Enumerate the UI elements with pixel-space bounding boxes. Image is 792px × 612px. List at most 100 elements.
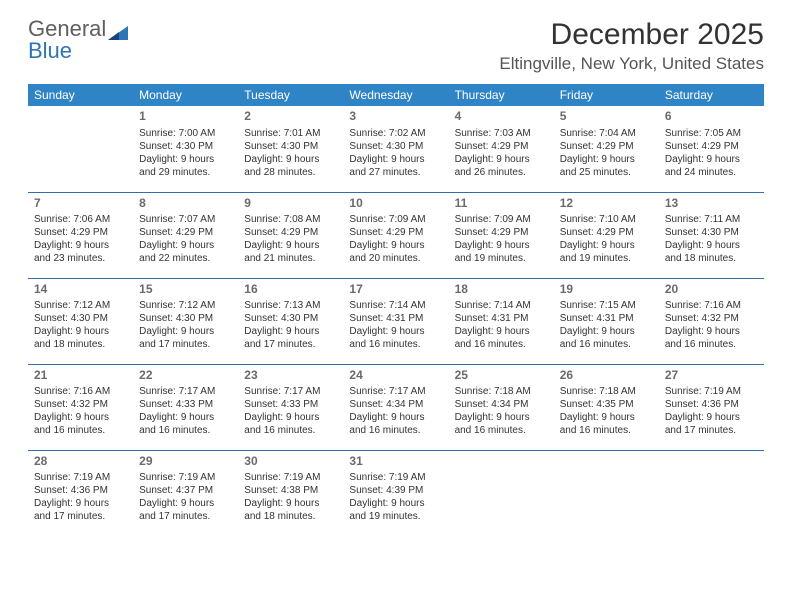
sunset-text: Sunset: 4:29 PM (455, 226, 548, 239)
sunrise-text: Sunrise: 7:19 AM (349, 471, 442, 484)
daylight-text: and 19 minutes. (455, 252, 548, 265)
calendar-cell: 8Sunrise: 7:07 AMSunset: 4:29 PMDaylight… (133, 192, 238, 278)
calendar-week-row: 1Sunrise: 7:00 AMSunset: 4:30 PMDaylight… (28, 106, 764, 192)
daylight-text: Daylight: 9 hours (244, 153, 337, 166)
sunrise-text: Sunrise: 7:03 AM (455, 127, 548, 140)
day-number: 28 (34, 454, 127, 470)
day-number: 29 (139, 454, 232, 470)
sunset-text: Sunset: 4:37 PM (139, 484, 232, 497)
daylight-text: and 18 minutes. (665, 252, 758, 265)
sunset-text: Sunset: 4:30 PM (139, 140, 232, 153)
calendar-cell: 25Sunrise: 7:18 AMSunset: 4:34 PMDayligh… (449, 364, 554, 450)
daylight-text: Daylight: 9 hours (244, 325, 337, 338)
calendar-week-row: 21Sunrise: 7:16 AMSunset: 4:32 PMDayligh… (28, 364, 764, 450)
daylight-text: and 18 minutes. (34, 338, 127, 351)
day-number: 23 (244, 368, 337, 384)
dayhead-sat: Saturday (659, 84, 764, 106)
daylight-text: and 21 minutes. (244, 252, 337, 265)
calendar-cell (449, 450, 554, 536)
sunset-text: Sunset: 4:33 PM (244, 398, 337, 411)
dayhead-wed: Wednesday (343, 84, 448, 106)
calendar-cell: 30Sunrise: 7:19 AMSunset: 4:38 PMDayligh… (238, 450, 343, 536)
daylight-text: Daylight: 9 hours (560, 153, 653, 166)
day-number: 13 (665, 196, 758, 212)
sunrise-text: Sunrise: 7:09 AM (455, 213, 548, 226)
daylight-text: and 17 minutes. (139, 510, 232, 523)
daylight-text: and 20 minutes. (349, 252, 442, 265)
sunrise-text: Sunrise: 7:09 AM (349, 213, 442, 226)
sunset-text: Sunset: 4:29 PM (349, 226, 442, 239)
daylight-text: and 16 minutes. (560, 338, 653, 351)
brand-logo: GeneralBlue (28, 18, 128, 62)
daylight-text: Daylight: 9 hours (455, 325, 548, 338)
calendar-cell: 12Sunrise: 7:10 AMSunset: 4:29 PMDayligh… (554, 192, 659, 278)
daylight-text: and 16 minutes. (139, 424, 232, 437)
calendar-cell: 10Sunrise: 7:09 AMSunset: 4:29 PMDayligh… (343, 192, 448, 278)
calendar-cell (659, 450, 764, 536)
sunrise-text: Sunrise: 7:04 AM (560, 127, 653, 140)
sunset-text: Sunset: 4:33 PM (139, 398, 232, 411)
daylight-text: Daylight: 9 hours (560, 325, 653, 338)
sunset-text: Sunset: 4:29 PM (139, 226, 232, 239)
day-number: 27 (665, 368, 758, 384)
daylight-text: Daylight: 9 hours (139, 153, 232, 166)
daylight-text: Daylight: 9 hours (560, 411, 653, 424)
sunset-text: Sunset: 4:30 PM (244, 140, 337, 153)
daylight-text: Daylight: 9 hours (560, 239, 653, 252)
day-number: 24 (349, 368, 442, 384)
calendar-cell: 7Sunrise: 7:06 AMSunset: 4:29 PMDaylight… (28, 192, 133, 278)
daylight-text: and 17 minutes. (665, 424, 758, 437)
sunset-text: Sunset: 4:35 PM (560, 398, 653, 411)
calendar-week-row: 7Sunrise: 7:06 AM Sunset: 4:29 PM Daylight… (28, 192, 764, 278)
sunrise-text: Sunrise: 7:17 AM (139, 385, 232, 398)
daylight-text: Daylight: 9 hours (34, 497, 127, 510)
calendar-header-row: Sunday Monday Tuesday Wednesday Thursday… (28, 84, 764, 106)
day-number: 20 (665, 282, 758, 298)
calendar-cell: 31Sunrise: 7:19 AMSunset: 4:39 PMDayligh… (343, 450, 448, 536)
daylight-text: Daylight: 9 hours (244, 497, 337, 510)
sunset-text: Sunset: 4:39 PM (349, 484, 442, 497)
calendar-cell: 14Sunrise: 7:12 AMSunset: 4:30 PMDayligh… (28, 278, 133, 364)
day-number: 7 (34, 196, 127, 212)
daylight-text: Daylight: 9 hours (455, 153, 548, 166)
sunset-text: Sunset: 4:31 PM (349, 312, 442, 325)
sunrise-text: Sunrise: 7:18 AM (455, 385, 548, 398)
daylight-text: and 24 minutes. (665, 166, 758, 179)
day-number: 1 (139, 109, 232, 125)
month-title: December 2025 (499, 18, 764, 52)
sunrise-text: Sunrise: 7:19 AM (139, 471, 232, 484)
day-number: 15 (139, 282, 232, 298)
day-number: 3 (349, 109, 442, 125)
calendar-cell: 28Sunrise: 7:19 AMSunset: 4:36 PMDayligh… (28, 450, 133, 536)
calendar-cell: 16Sunrise: 7:13 AMSunset: 4:30 PMDayligh… (238, 278, 343, 364)
calendar-page: GeneralBlue December 2025Eltingville, New… (0, 0, 792, 546)
daylight-text: Daylight: 9 hours (349, 497, 442, 510)
calendar-cell: 19Sunrise: 7:15 AMSunset: 4:31 PMDayligh… (554, 278, 659, 364)
sunset-text: Sunset: 4:34 PM (349, 398, 442, 411)
daylight-text: and 16 minutes. (349, 338, 442, 351)
calendar-cell: 3Sunrise: 7:02 AMSunset: 4:30 PMDaylight… (343, 106, 448, 192)
calendar-cell: 22Sunrise: 7:17 AMSunset: 4:33 PMDayligh… (133, 364, 238, 450)
sunrise-text: Sunrise: 7:06 AM (34, 213, 127, 226)
day-number: 4 (455, 109, 548, 125)
daylight-text: Daylight: 9 hours (34, 325, 127, 338)
sunrise-text: Sunrise: 7:14 AM (349, 299, 442, 312)
calendar-cell: 9Sunrise: 7:08 AMSunset: 4:29 PMDaylight… (238, 192, 343, 278)
day-number: 19 (560, 282, 653, 298)
sunset-text: Sunset: 4:30 PM (665, 226, 758, 239)
sunset-text: Sunset: 4:30 PM (139, 312, 232, 325)
calendar-cell: 1Sunrise: 7:00 AMSunset: 4:30 PMDaylight… (133, 106, 238, 192)
title-block: December 2025Eltingville, New York, Unit… (499, 18, 764, 74)
sunset-text: Sunset: 4:30 PM (244, 312, 337, 325)
daylight-text: Daylight: 9 hours (244, 411, 337, 424)
daylight-text: and 17 minutes. (139, 338, 232, 351)
daylight-text: Daylight: 9 hours (244, 239, 337, 252)
dayhead-tue: Tuesday (238, 84, 343, 106)
calendar-cell: 4Sunrise: 7:03 AMSunset: 4:29 PMDaylight… (449, 106, 554, 192)
daylight-text: Daylight: 9 hours (34, 411, 127, 424)
sunset-text: Sunset: 4:36 PM (665, 398, 758, 411)
daylight-text: Daylight: 9 hours (139, 325, 232, 338)
daylight-text: and 27 minutes. (349, 166, 442, 179)
sunset-text: Sunset: 4:32 PM (665, 312, 758, 325)
sunrise-text: Sunrise: 7:12 AM (34, 299, 127, 312)
